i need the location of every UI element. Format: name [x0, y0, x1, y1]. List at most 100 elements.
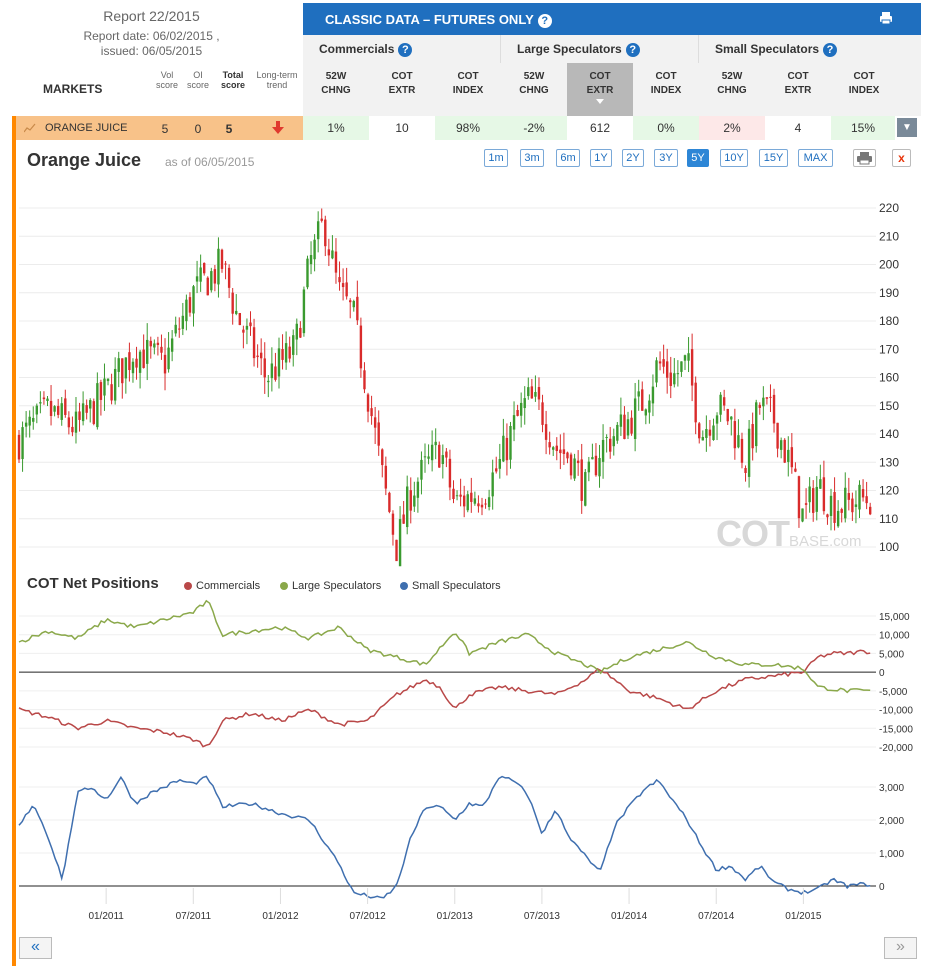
candle-body — [648, 400, 651, 413]
legend-commercials[interactable]: Commercials — [184, 580, 260, 592]
previous-button[interactable]: « — [19, 937, 52, 959]
print-chart-button[interactable] — [853, 149, 876, 167]
sub-small-52w-l2: CHNG — [717, 85, 747, 96]
candle-body — [252, 327, 256, 359]
group-large-speculators: Large Speculators? — [501, 35, 699, 63]
sub-com-index-l1: COT — [457, 71, 479, 82]
legend-small-speculators[interactable]: Small Speculators — [400, 580, 501, 592]
candle-body — [206, 277, 209, 296]
candle-body — [174, 324, 177, 334]
help-icon[interactable]: ? — [823, 42, 838, 57]
range-button-5y[interactable]: 5Y — [687, 149, 709, 167]
market-row[interactable]: ORANGE JUICE 5 0 5 — [16, 116, 303, 140]
y-tick-label: -5,000 — [879, 687, 908, 698]
y-tick-label: 140 — [879, 427, 899, 441]
report-dates: Report date: 06/02/2015 , issued: 06/05/… — [0, 29, 303, 59]
range-button-10y[interactable]: 10Y — [720, 149, 748, 167]
sub-small-52w[interactable]: 52W CHNG — [699, 63, 765, 116]
candle-body — [185, 299, 188, 322]
legend-dot — [400, 582, 408, 591]
candle-body — [847, 493, 851, 500]
range-button-3m[interactable]: 3m — [520, 149, 544, 167]
candle-body — [128, 352, 131, 371]
range-button-max[interactable]: MAX — [798, 149, 833, 167]
candle-body — [142, 349, 145, 368]
candle-body — [334, 251, 338, 273]
print-icon[interactable] — [879, 11, 893, 25]
candle-body — [505, 437, 509, 461]
candle-body — [167, 347, 170, 370]
sub-small-index[interactable]: COT INDEX — [831, 63, 897, 116]
range-button-1m[interactable]: 1m — [484, 149, 508, 167]
candle-body — [701, 437, 705, 441]
candle-body — [755, 402, 758, 447]
oi-score-header[interactable]: OI score — [178, 70, 218, 90]
y-tick-label: 180 — [879, 314, 899, 328]
candle-body — [861, 489, 865, 498]
next-button[interactable]: » — [884, 937, 917, 959]
sub-com-52w[interactable]: 52W CHNG — [303, 63, 369, 116]
candle-body — [609, 438, 612, 452]
candle-body — [249, 322, 252, 327]
candle-body — [747, 428, 751, 477]
candle-body — [74, 411, 78, 433]
close-chart-button[interactable]: x — [892, 149, 911, 167]
sub-small-index-l1: COT — [853, 71, 875, 82]
candle-body — [658, 361, 662, 364]
candle-body — [210, 271, 213, 291]
sub-large-index[interactable]: COT INDEX — [633, 63, 699, 116]
range-button-2y[interactable]: 2Y — [622, 149, 644, 167]
help-icon[interactable]: ? — [537, 13, 552, 28]
range-button-6m[interactable]: 6m — [556, 149, 580, 167]
candle-body — [113, 368, 117, 401]
candle-body — [705, 428, 708, 438]
candle-body — [427, 456, 430, 459]
range-button-15y[interactable]: 15Y — [759, 149, 788, 167]
trend-header[interactable]: Long-term trend — [252, 70, 302, 90]
candle-body — [591, 457, 594, 460]
candle-body — [438, 444, 441, 468]
data-cell: 0% — [633, 116, 699, 140]
range-button-3y[interactable]: 3Y — [654, 149, 678, 167]
total-score-header[interactable]: Total score — [213, 70, 253, 90]
print-icon — [857, 152, 872, 165]
help-icon[interactable]: ? — [398, 42, 413, 57]
candle-body — [644, 409, 648, 416]
sub-large-extr[interactable]: COT EXTR — [567, 63, 633, 116]
candle-body — [381, 449, 384, 466]
candle-body — [722, 397, 726, 406]
cotbase-watermark: COTBASE.com — [716, 513, 862, 555]
candle-body — [28, 416, 31, 426]
candle-body — [548, 442, 551, 448]
candle-body — [587, 461, 591, 473]
candle-body — [153, 343, 156, 348]
sub-com-extr[interactable]: COT EXTR — [369, 63, 435, 116]
candle-body — [71, 426, 74, 433]
legend-large-speculators[interactable]: Large Speculators — [280, 580, 381, 592]
candle-body — [779, 440, 783, 450]
sub-large-52w[interactable]: 52W CHNG — [501, 63, 567, 116]
subcolumn-header-row: 52W CHNG COT EXTR COT INDEX 52W CHNG COT EXTR… — [303, 63, 921, 116]
vol-score-header[interactable]: Vol score — [147, 70, 187, 90]
candle-body — [566, 452, 569, 459]
candle-body — [238, 313, 242, 326]
candle-body — [762, 397, 765, 407]
report-date: Report date: 06/02/2015 , — [83, 29, 220, 43]
candle-body — [299, 327, 302, 338]
chart-as-of: as of 06/05/2015 — [165, 155, 255, 169]
sub-small-extr[interactable]: COT EXTR — [765, 63, 831, 116]
help-icon[interactable]: ? — [625, 42, 640, 57]
expand-dropdown-icon[interactable]: ▼ — [897, 118, 917, 137]
candle-body — [292, 335, 295, 355]
candle-body — [584, 472, 587, 506]
candle-body — [580, 459, 583, 501]
x-tick-label: 01/2011 — [88, 911, 124, 922]
y-tick-label: 220 — [879, 201, 899, 215]
sub-com-index[interactable]: COT INDEX — [435, 63, 501, 116]
candle-body — [719, 394, 722, 415]
range-button-1y[interactable]: 1Y — [590, 149, 612, 167]
candle-body — [78, 411, 81, 420]
candle-body — [160, 346, 163, 353]
candle-body — [662, 359, 665, 367]
group-commercials: Commercials? — [303, 35, 501, 63]
